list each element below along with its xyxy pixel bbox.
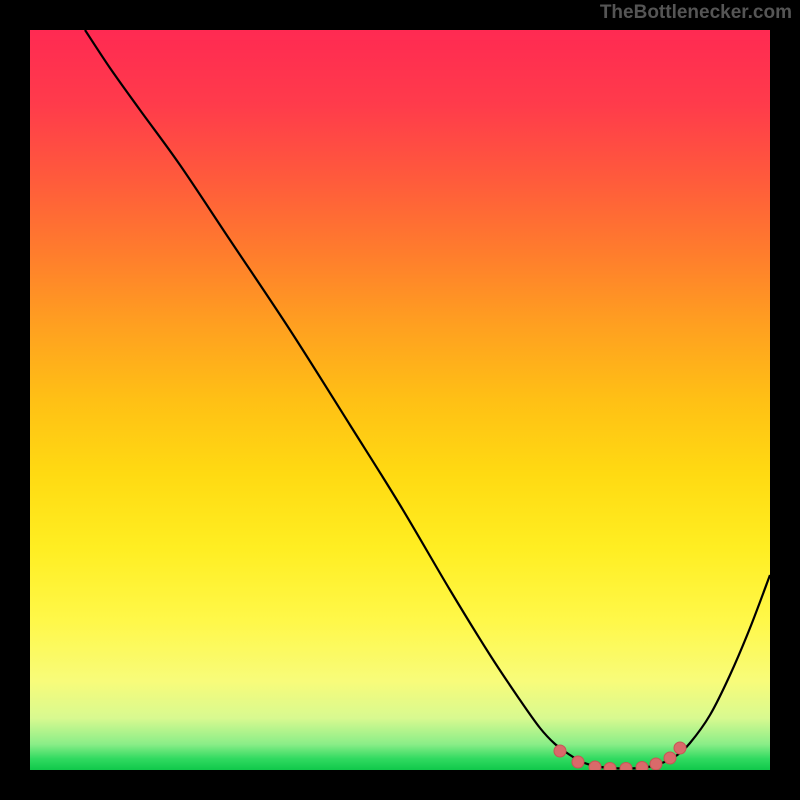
flat-marker (650, 758, 662, 770)
bottleneck-curve (85, 30, 770, 769)
flat-marker (589, 761, 601, 770)
flat-marker (620, 763, 632, 771)
flat-marker (572, 756, 584, 768)
flat-region-markers (554, 742, 686, 770)
watermark-text: TheBottlenecker.com (600, 2, 792, 24)
curve-layer (30, 30, 770, 770)
plot-area (30, 30, 770, 770)
flat-marker (674, 742, 686, 754)
flat-marker (636, 762, 648, 771)
flat-marker (664, 752, 676, 764)
flat-marker (554, 745, 566, 757)
flat-marker (604, 763, 616, 771)
